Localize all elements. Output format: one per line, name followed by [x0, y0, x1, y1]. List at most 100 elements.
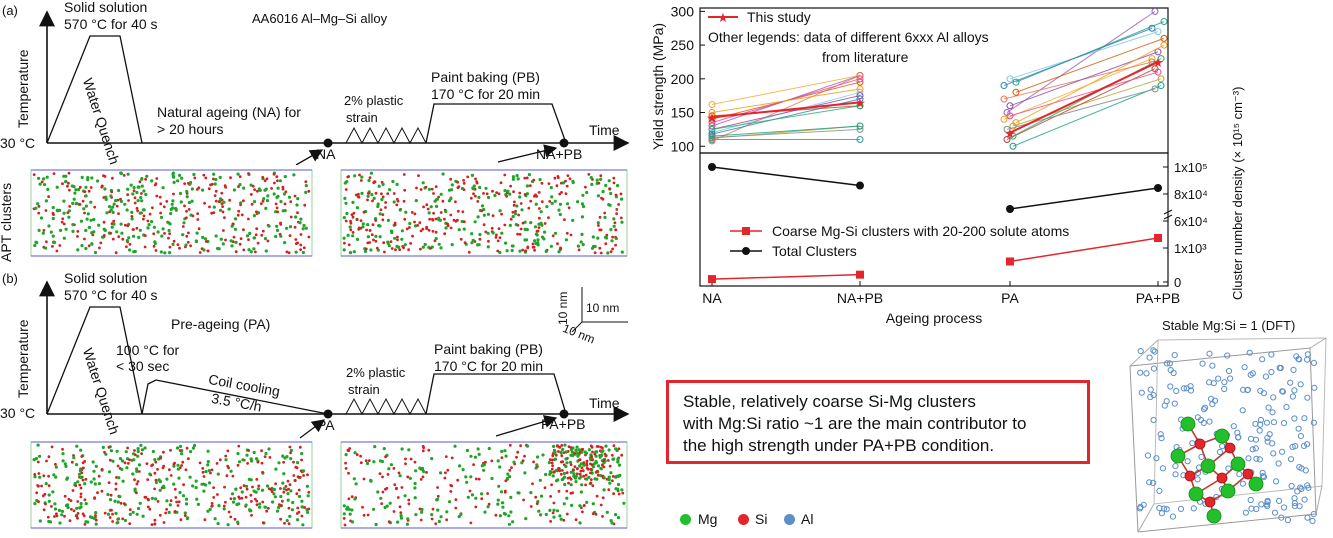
- si-atom: [135, 482, 139, 486]
- si-atom: [125, 245, 128, 249]
- mg-atom: [266, 194, 270, 198]
- mg-atom: [472, 184, 476, 188]
- si-atom: [111, 520, 114, 523]
- al-atom: [1275, 460, 1282, 467]
- si-atom: [146, 497, 150, 501]
- si-atom: [303, 506, 306, 509]
- mg-atom: [167, 510, 171, 514]
- al-atom: [1239, 407, 1246, 414]
- si-atom: [102, 174, 105, 178]
- mg-atom: [562, 471, 566, 476]
- si-atom: [132, 228, 135, 231]
- si-atom: [480, 209, 484, 213]
- si-atom: [499, 181, 503, 185]
- literature-marker: [1160, 17, 1168, 25]
- mg-atom: [558, 212, 562, 217]
- si-atom: [548, 458, 552, 461]
- si-atom: [495, 191, 498, 194]
- na-pb-point-label: NA+PB: [536, 146, 583, 162]
- legend-coarse-marker: [742, 227, 750, 235]
- mg-atom: [486, 231, 490, 235]
- al-atom: [1167, 366, 1174, 374]
- si-atom: [150, 523, 154, 526]
- si-atom: [594, 512, 598, 516]
- total-clusters-point: [708, 163, 716, 171]
- mg-atom: [206, 463, 210, 467]
- mg-atom: [408, 221, 412, 226]
- si-atom: [231, 222, 235, 226]
- mg-atom: [590, 182, 594, 186]
- mg-atom: [47, 224, 51, 228]
- si-atom: [36, 460, 40, 464]
- al-atom: [1161, 402, 1168, 409]
- si-atom: [164, 511, 168, 515]
- si-atom: [178, 246, 181, 250]
- mg-atom: [140, 184, 144, 188]
- conclusion-line-3: the high strength under PA+PB condition.: [683, 436, 995, 455]
- si-atom: [159, 456, 163, 460]
- mg-atom: [131, 472, 135, 476]
- mg-atom: [163, 251, 167, 255]
- mg-atom: [585, 477, 589, 481]
- mg-atom: [353, 497, 357, 501]
- si-atom: [66, 184, 69, 188]
- al-atom: [1270, 450, 1277, 457]
- na-text-2: > 20 hours: [157, 121, 224, 137]
- al-atom: [1277, 364, 1284, 372]
- si-atom: [55, 512, 58, 516]
- mg-atom: [117, 188, 121, 193]
- mg-atom: [556, 478, 560, 482]
- si-atom: [497, 192, 501, 196]
- mg-atom: [413, 481, 417, 486]
- si-atom: [461, 210, 465, 214]
- si-atom: [395, 486, 398, 490]
- si-atom: [560, 444, 564, 447]
- cell-edge: [1309, 337, 1327, 349]
- si-atom: [232, 235, 236, 239]
- si-atom: [538, 207, 541, 210]
- si-atom: [287, 251, 291, 255]
- mg-atom: [121, 479, 125, 483]
- mg-atom: [213, 182, 217, 186]
- mg-atom: [1248, 476, 1264, 492]
- al-atom: [1278, 514, 1285, 521]
- si-atom: [304, 180, 308, 184]
- literature-marker: [1160, 34, 1168, 42]
- mg-atom: [171, 206, 175, 210]
- si-atom: [114, 251, 118, 255]
- mg-atom: [216, 522, 220, 526]
- mg-atom: [97, 223, 101, 227]
- al-atom: [1304, 514, 1311, 521]
- mg-atom: [372, 507, 376, 511]
- si-atom: [580, 466, 584, 470]
- si-atom: [112, 219, 116, 223]
- si-atom: [81, 199, 85, 203]
- pb-profile: [425, 103, 567, 144]
- si-atom: [281, 499, 284, 503]
- si-atom: [216, 493, 219, 496]
- si-atom: [288, 483, 292, 487]
- apt-box-pa-pb: [340, 441, 628, 529]
- mg-atom: [434, 237, 438, 241]
- mg-atom: [53, 507, 58, 511]
- si-atom: [344, 467, 348, 470]
- al-atom: [1202, 404, 1209, 411]
- mg-atom: [459, 512, 463, 516]
- mg-atom: [158, 488, 162, 492]
- si-atom: [169, 499, 173, 503]
- mg-atom: [44, 482, 48, 486]
- si-atom: [36, 484, 39, 487]
- mg-atom: [579, 240, 583, 244]
- this-study-point: ★: [1004, 126, 1016, 141]
- mg-atom: [177, 173, 182, 177]
- si-atom: [468, 489, 472, 493]
- si-atom: [521, 248, 525, 252]
- literature-marker: [1148, 24, 1156, 32]
- mg-atom: [507, 514, 511, 518]
- si-atom: [253, 188, 256, 191]
- mg-atom: [509, 495, 513, 499]
- mg-atom: [156, 230, 160, 234]
- si-atom: [524, 249, 528, 253]
- si-atom: [614, 193, 618, 197]
- si-atom: [584, 473, 588, 477]
